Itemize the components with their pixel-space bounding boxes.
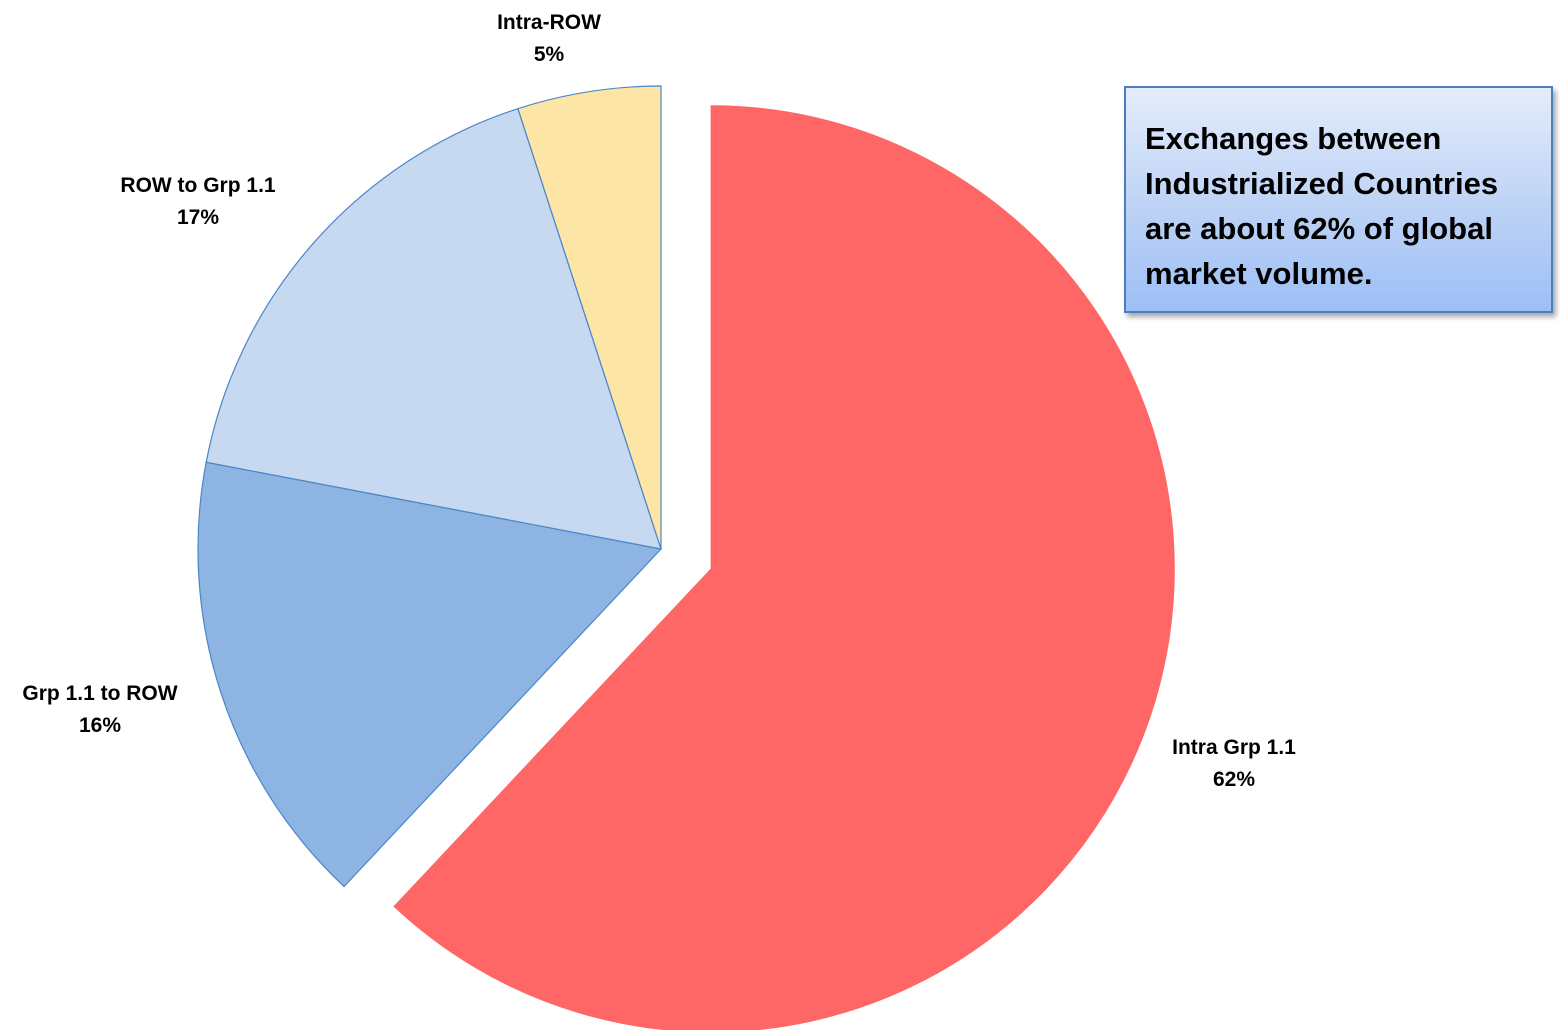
slice-label-grp-1-1-to-row: Grp 1.1 to ROW bbox=[22, 682, 177, 705]
slice-label-row-to-grp-1-1: ROW to Grp 1.1 bbox=[120, 174, 275, 197]
slice-label-intra-row: Intra-ROW bbox=[497, 11, 601, 34]
slice-value-intra-row: 5% bbox=[534, 43, 565, 66]
pie-slice-grp-1-1-to-row bbox=[197, 461, 663, 888]
callout-box: Exchanges between Industrialized Countri… bbox=[1124, 86, 1553, 313]
pie-slice-row-to-grp-1-1 bbox=[205, 107, 662, 550]
slice-value-grp-1-1-to-row: 16% bbox=[79, 714, 121, 737]
pie-slice-intra-row bbox=[517, 85, 662, 550]
slice-value-intra-grp-1-1: 62% bbox=[1213, 768, 1255, 791]
callout-text: Exchanges between Industrialized Countri… bbox=[1145, 121, 1499, 291]
pie-slice-intra-grp-1-1 bbox=[393, 105, 1175, 1030]
slice-value-row-to-grp-1-1: 17% bbox=[177, 206, 219, 229]
slice-label-intra-grp-1-1: Intra Grp 1.1 bbox=[1172, 736, 1296, 759]
